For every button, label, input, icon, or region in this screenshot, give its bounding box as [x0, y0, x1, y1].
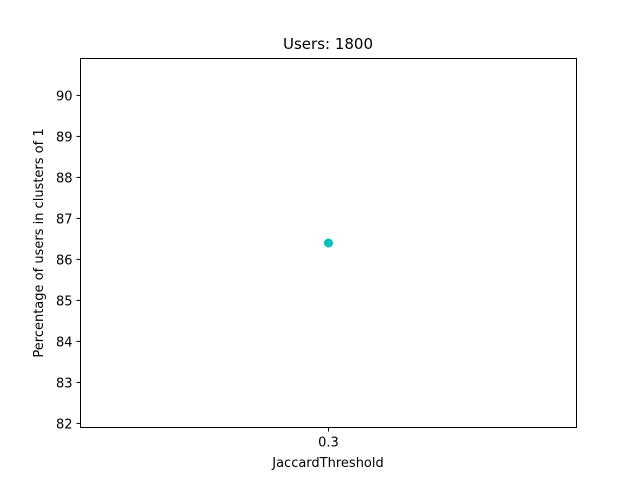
- x-axis-label: JaccardThreshold: [271, 456, 384, 471]
- y-tick-label: 83: [56, 376, 73, 391]
- plot-area: [324, 238, 333, 248]
- y-tick-label: 85: [56, 294, 73, 309]
- y-tick-label: 86: [56, 253, 73, 268]
- y-tick-label: 87: [56, 212, 73, 227]
- data-point: [324, 238, 333, 248]
- x-axis: 0.3: [318, 427, 339, 451]
- x-tick-label: 0.3: [318, 436, 339, 451]
- y-tick-label: 89: [56, 130, 73, 145]
- y-tick-label: 88: [56, 171, 73, 186]
- chart-title: Users: 1800: [283, 35, 373, 53]
- y-tick-label: 82: [56, 417, 73, 432]
- y-tick-label: 84: [56, 335, 73, 350]
- y-axis-label: Percentage of users in clusters of 1: [32, 128, 47, 357]
- y-tick-label: 90: [56, 89, 73, 104]
- y-axis: 82 83 84 85 86 87 88 89 90: [56, 89, 81, 432]
